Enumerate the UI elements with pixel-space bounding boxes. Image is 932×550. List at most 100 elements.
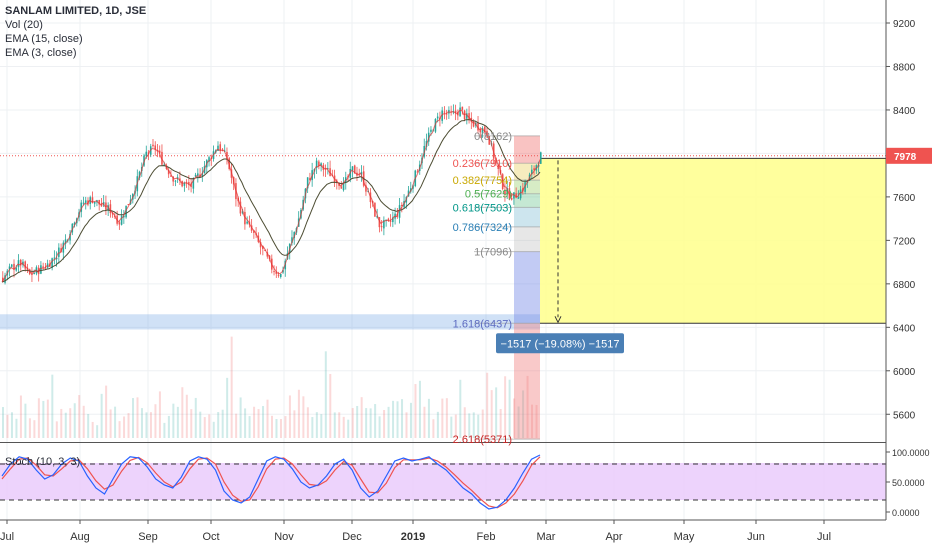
candle-body [194,174,197,177]
symbol-title[interactable]: SANLAM LIMITED, 1D, JSE [5,5,147,17]
fib-label-2: 0.382(7754) [453,175,512,187]
ema-15-line [1,119,541,283]
volume-bar [37,398,40,438]
candle-body [497,164,500,169]
volume-bar [28,418,31,438]
candle-body [40,265,42,274]
volume-bar [257,409,260,438]
volume-bar [275,418,278,438]
stoch-d-line [1,456,541,509]
volume-bar [132,398,135,438]
volume-bar [46,399,49,438]
drawings[interactable] [0,135,886,440]
candle-body [125,205,127,218]
volume-bar [526,375,529,438]
fib-label-0: 0(8162) [474,131,512,143]
candle-body [262,245,264,249]
candle-body [320,163,322,166]
volume-bar [441,398,444,438]
time-tick-label-11: Jun [747,531,765,543]
volume-bar [221,409,224,438]
volume-bar [96,425,99,438]
ema15-legend[interactable]: EMA (15, close) [5,33,83,45]
candle-body [80,202,83,212]
candle-body [185,181,188,183]
time-axis[interactable]: Jul Aug Sep Oct Nov Dec 2019 Feb Mar Apr May Jun Jul [0,519,886,543]
candle-body [315,160,318,168]
candle-body [291,237,293,244]
candle-body [84,200,87,203]
volume-bar [172,403,175,438]
volume-bar [271,415,273,438]
candle-body [158,150,161,153]
last-price-label: 7978 [894,152,917,163]
candle-body [183,183,186,186]
time-tick-label-8: Mar [537,531,556,543]
candle-body [33,272,35,274]
candle-body [416,171,419,173]
volume-bar [396,401,399,438]
volume-bar [208,414,211,438]
candle-body [192,178,195,189]
price-tick-label-1: 8800 [893,62,916,73]
candle-body [282,270,284,273]
volume-bar [387,406,390,438]
candle-body [127,204,130,206]
volume-bar [324,351,327,438]
candle-body [163,164,165,166]
volume-bar [306,407,309,438]
volume-bar [342,416,345,438]
volume-bar [73,403,76,438]
volume-bar [490,390,493,438]
candle-body [533,168,535,171]
volume-bar [181,387,184,438]
price-tick-label-6: 6800 [893,280,916,291]
volume-bar [454,414,457,438]
fib-label-8: 2.618(5371) [453,434,512,446]
price-axis[interactable]: 9200880084008000760072006800640060005600… [885,0,932,520]
fib-zone-0 [514,135,540,164]
volume-bar [6,414,9,438]
candle-body [358,174,361,176]
candle-body [392,217,394,223]
measure-label-box [496,333,624,354]
candle-body [24,261,27,269]
stoch-legend[interactable]: Stoch (10, 3, 3) [5,456,81,468]
fib-zone-1 [514,163,540,181]
volume-bar [163,422,166,438]
volume-bar [24,403,27,438]
candle-body [383,220,385,229]
volume-bar [185,394,188,438]
candle-body [510,197,513,200]
fib-label-1: 0.236(7910) [453,158,512,170]
candle-body [31,272,33,275]
candle-body [477,122,479,131]
volume-bar [535,404,538,438]
candle-body [100,203,103,207]
volume-bar [42,400,45,438]
candle-body [504,189,506,195]
candle-body [427,132,430,142]
candle-body [342,182,345,191]
volume-bar [167,415,170,438]
volume-bar [378,416,381,438]
volume-bar [477,414,480,438]
candle-body [55,257,58,260]
candle-body [2,277,4,283]
candle-body [19,259,22,266]
candle-body [360,172,363,175]
candle-series[interactable] [2,102,542,285]
volume-bar [15,418,18,438]
candle-body [152,144,154,147]
volume-bar [338,412,341,438]
candle-body [398,205,401,218]
vol-legend[interactable]: Vol (20) [5,19,43,31]
volume-bar [472,412,475,438]
ema3-legend[interactable]: EMA (3, close) [5,47,77,59]
candle-body [42,266,44,268]
volume-bar [253,406,256,438]
volume-bar [248,416,251,438]
fib-label-7: 1.618(6437) [453,318,512,330]
volume-bar [365,408,368,438]
